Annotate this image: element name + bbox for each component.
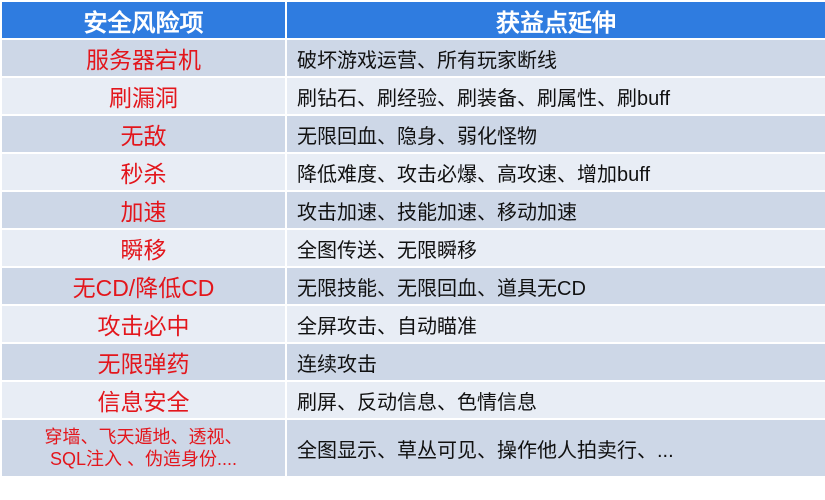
risk-cell: 无敌: [0, 114, 287, 154]
table-row: 无CD/降低CD 无限技能、无限回血、道具无CD: [0, 266, 825, 306]
header-row: 安全风险项 获益点延伸: [0, 0, 825, 40]
risk-cell: 秒杀: [0, 152, 287, 192]
table-row: 服务器宕机 破坏游戏运营、所有玩家断线: [0, 38, 825, 78]
risk-cell: 服务器宕机: [0, 38, 287, 78]
gain-cell: 降低难度、攻击必爆、高攻速、增加buff: [285, 152, 825, 192]
header-gain: 获益点延伸: [285, 0, 825, 40]
table-row: 无限弹药 连续攻击: [0, 342, 825, 382]
gain-cell: 全屏攻击、自动瞄准: [285, 304, 825, 344]
table-row: 无敌 无限回血、隐身、弱化怪物: [0, 114, 825, 154]
risk-cell: 瞬移: [0, 228, 287, 268]
gain-cell: 连续攻击: [285, 342, 825, 382]
table-row: 加速 攻击加速、技能加速、移动加速: [0, 190, 825, 230]
gain-cell: 无限技能、无限回血、道具无CD: [285, 266, 825, 306]
header-risk: 安全风险项: [0, 0, 287, 40]
risk-cell: 攻击必中: [0, 304, 287, 344]
risk-cell: 无限弹药: [0, 342, 287, 382]
risk-cell: 刷漏洞: [0, 76, 287, 116]
risk-table: 安全风险项 获益点延伸 服务器宕机 破坏游戏运营、所有玩家断线 刷漏洞 刷钻石、刷经验…: [0, 0, 825, 478]
gain-cell: 全图显示、草丛可见、操作他人拍卖行、...: [285, 418, 825, 478]
table-row: 刷漏洞 刷钻石、刷经验、刷装备、刷属性、刷buff: [0, 76, 825, 116]
gain-cell: 破坏游戏运营、所有玩家断线: [285, 38, 825, 78]
risk-cell: 加速: [0, 190, 287, 230]
gain-cell: 全图传送、无限瞬移: [285, 228, 825, 268]
gain-cell: 刷钻石、刷经验、刷装备、刷属性、刷buff: [285, 76, 825, 116]
table-row: 穿墙、飞天遁地、透视、 SQL注入 、伪造身份.... 全图显示、草丛可见、操作他人…: [0, 418, 825, 478]
table-row: 秒杀 降低难度、攻击必爆、高攻速、增加buff: [0, 152, 825, 192]
risk-cell: 穿墙、飞天遁地、透视、 SQL注入 、伪造身份....: [0, 418, 287, 478]
risk-line: SQL注入 、伪造身份....: [49, 449, 238, 469]
risk-cell: 无CD/降低CD: [0, 266, 287, 306]
table-row: 信息安全 刷屏、反动信息、色情信息: [0, 380, 825, 420]
risk-line: 穿墙、飞天遁地、透视、: [44, 427, 243, 447]
table-row: 攻击必中 全屏攻击、自动瞄准: [0, 304, 825, 344]
risk-cell: 信息安全: [0, 380, 287, 420]
gain-cell: 刷屏、反动信息、色情信息: [285, 380, 825, 420]
gain-cell: 无限回血、隐身、弱化怪物: [285, 114, 825, 154]
table-row: 瞬移 全图传送、无限瞬移: [0, 228, 825, 268]
gain-cell: 攻击加速、技能加速、移动加速: [285, 190, 825, 230]
